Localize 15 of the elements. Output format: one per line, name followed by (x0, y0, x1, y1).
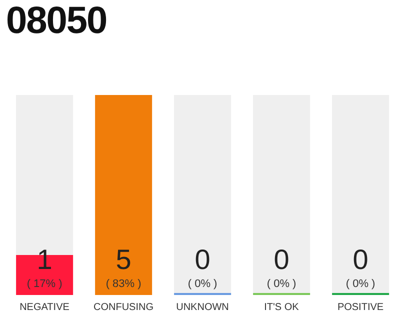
data-label: 0 (274, 244, 290, 275)
annotation: ( 0% ) (346, 278, 376, 290)
x-tick-label: NEGATIVE (20, 302, 70, 314)
x-tick-label: UNKNOWN (176, 302, 229, 314)
annotation: ( 0% ) (188, 278, 218, 290)
x-tick-label: CONFUSING (94, 302, 154, 314)
data-label: 5 (116, 244, 132, 275)
data-label: 0 (352, 244, 368, 275)
x-tick-label: IT'S OK (264, 302, 300, 314)
chart-title: 08050 (6, 0, 107, 43)
x-tick-label: POSITIVE (337, 302, 384, 314)
annotation: ( 0% ) (266, 278, 296, 290)
annotation: ( 83% ) (106, 278, 142, 290)
annotation: ( 17% ) (26, 278, 62, 290)
data-label: 0 (194, 244, 210, 275)
